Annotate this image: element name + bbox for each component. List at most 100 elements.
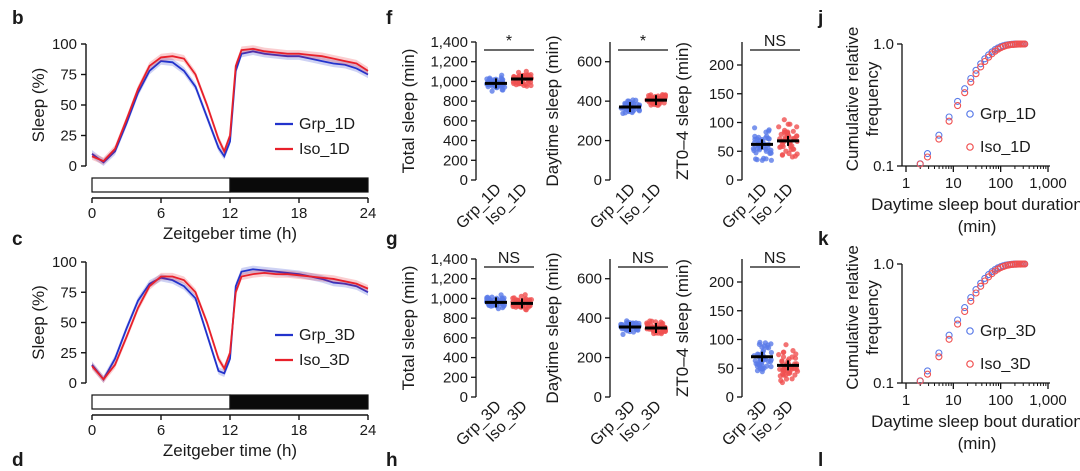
cum-point-Iso_1D [916, 160, 924, 168]
x-axis-label: Zeitgeber time (h) [163, 441, 297, 460]
y-axis-label: Total sleep (min) [399, 49, 418, 174]
y-tick-label: 200 [443, 369, 468, 386]
y-tick-label: 0.1 [873, 375, 894, 392]
data-point-Grp_1D [764, 133, 770, 139]
panel-label-g: g [386, 229, 398, 250]
data-point-Iso_1D [786, 150, 792, 157]
data-point-Iso_3D [780, 354, 787, 360]
y-tick-label: 200 [709, 274, 734, 291]
x-tick-label: 12 [222, 422, 239, 439]
significance-label: NS [764, 250, 786, 267]
y-axis-label: Daytime sleep (min) [543, 252, 562, 403]
data-point-Iso_3D [778, 377, 784, 384]
cum-point-Iso_1D [972, 70, 980, 78]
data-point-Iso_1D [521, 72, 528, 78]
legend-label: Grp_3D [980, 323, 1036, 340]
panel-label-h: h [386, 450, 398, 471]
data-point-Iso_1D [791, 146, 797, 152]
cum-point-Iso_3D [977, 282, 985, 290]
cum-point-Iso_1D [1021, 40, 1029, 48]
x-tick-label: 6 [157, 205, 165, 222]
x-tick-label: 100 [988, 392, 1013, 409]
y-axis-label: Daytime sleep (min) [543, 35, 562, 186]
y-tick-label: 50 [717, 143, 734, 160]
x-tick-label: 1 [902, 175, 910, 192]
y-axis-label-line: frequency [863, 280, 882, 355]
x-tick-label: 24 [360, 205, 377, 222]
y-tick-label: 25 [60, 345, 77, 362]
data-point-Grp_3D [768, 341, 774, 347]
significance-label: NS [632, 250, 654, 267]
x-tick-label: 12 [222, 205, 239, 222]
x-axis-label: Zeitgeber time (h) [163, 224, 297, 243]
x-tick-label: 18 [291, 205, 308, 222]
cum-point-Iso_3D [916, 377, 924, 385]
data-point-Iso_3D [792, 372, 798, 378]
y-axis-label: Cumulative relativefrequency [843, 245, 882, 390]
x-axis-label-line-1: Daytime sleep bout duration [871, 195, 1080, 214]
data-point-Grp_3D [499, 295, 505, 301]
y-tick-label: 0.1 [873, 158, 894, 175]
y-tick-label: 1.0 [873, 36, 894, 53]
significance-label: * [506, 33, 512, 50]
cum-point-Iso_1D [923, 153, 932, 161]
data-point-Iso_3D [780, 349, 787, 355]
cum-point-Grp_3D [954, 316, 962, 324]
x-tick-label: 24 [360, 422, 377, 439]
y-tick-label: 100 [709, 115, 734, 132]
y-tick-label: 100 [52, 254, 77, 271]
y-tick-label: 100 [52, 36, 77, 53]
cum-point-Grp_1D [945, 113, 953, 121]
y-tick-label: 1,000 [430, 290, 468, 307]
data-point-Iso_1D [781, 117, 787, 123]
y-axis-label: ZT0–4 sleep (min) [673, 42, 692, 180]
data-point-Grp_1D [489, 88, 495, 94]
data-point-Grp_1D [768, 157, 775, 163]
legend-label: Iso_1D [299, 141, 350, 158]
x-tick-label: 100 [988, 175, 1013, 192]
data-point-Grp_1D [636, 108, 643, 114]
data-point-Iso_1D [789, 154, 796, 160]
x-axis-label-line-2: (min) [958, 434, 997, 453]
cum-point-Grp_3D [961, 304, 969, 312]
cum-point-Grp_3D [945, 331, 953, 339]
y-tick-label: 600 [577, 271, 602, 288]
x-tick-label: 10 [945, 392, 962, 409]
data-point-Iso_3D [776, 352, 782, 358]
legend-label: Grp_1D [299, 116, 355, 133]
data-point-Grp_1D [767, 150, 773, 156]
legend-marker [966, 143, 974, 151]
cum-point-Iso_3D [967, 297, 975, 305]
cum-point-Iso_1D [961, 89, 969, 97]
y-axis-label-line: frequency [863, 61, 882, 136]
data-point-Iso_3D [789, 366, 795, 372]
cum-point-Iso_1D [977, 63, 985, 71]
cum-point-Iso_3D [923, 370, 932, 378]
y-tick-label: 1.0 [873, 256, 894, 273]
data-point-Iso_3D [789, 376, 795, 382]
panel-label-f: f [386, 8, 393, 29]
cum-point-Grp_3D [981, 274, 989, 282]
data-point-Grp_3D [485, 294, 491, 300]
x-tick-label: 18 [291, 422, 308, 439]
cum-point-Grp_1D [923, 150, 932, 158]
y-tick-label: 0 [69, 375, 77, 392]
data-point-Iso_3D [786, 356, 792, 362]
cum-point-Iso_3D [1021, 260, 1029, 268]
y-tick-label: 800 [443, 310, 468, 327]
y-tick-label: 0 [726, 389, 734, 406]
data-point-Iso_3D [783, 376, 790, 382]
dark-phase-bar [229, 177, 369, 193]
y-tick-label: 200 [577, 133, 602, 150]
x-tick-label: 1,000 [1029, 392, 1067, 409]
cum-point-Grp_1D [954, 97, 962, 105]
cum-point-Grp_1D [961, 85, 969, 93]
y-tick-label: 150 [709, 303, 734, 320]
legend-label: Grp_3D [299, 327, 355, 344]
y-axis-label: ZT0–4 sleep (min) [673, 259, 692, 397]
series-1-line [91, 271, 369, 381]
